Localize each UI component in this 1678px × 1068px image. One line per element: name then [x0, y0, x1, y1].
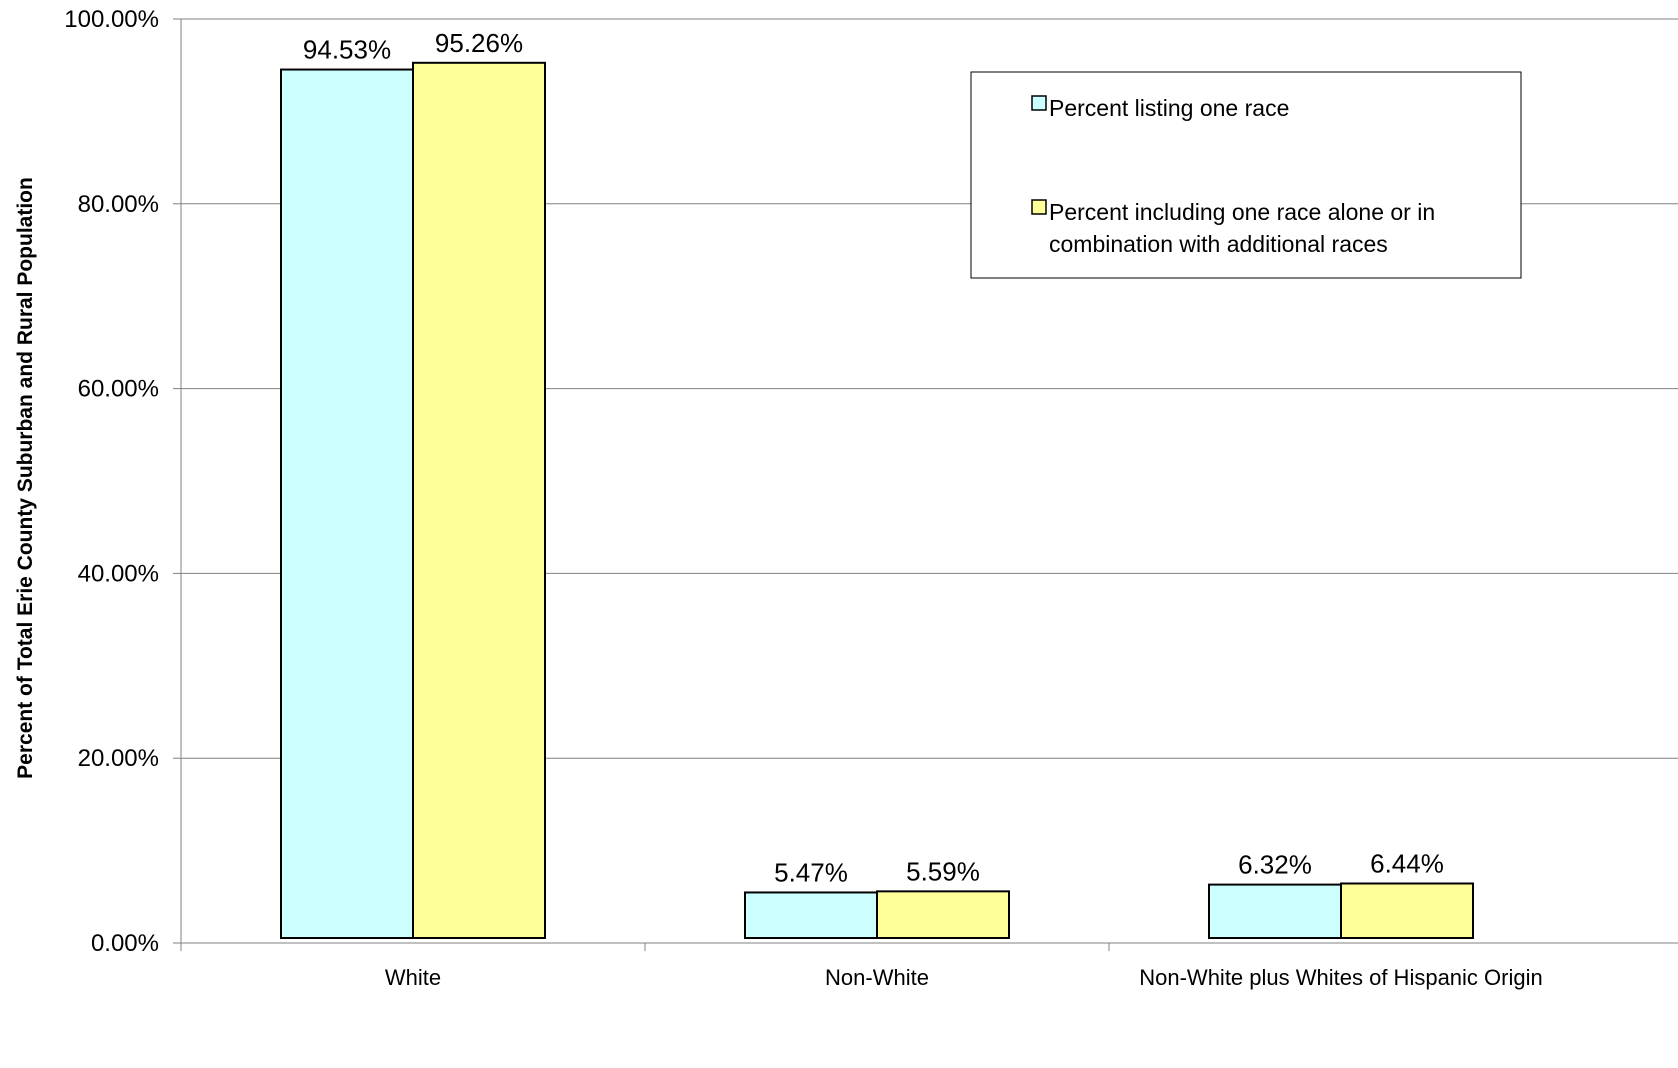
- data-label: 95.26%: [435, 28, 523, 58]
- bar-combination-1: [876, 890, 1010, 939]
- x-category-label: Non-White plus Whites of Hispanic Origin: [1139, 965, 1542, 990]
- bar-one-race-0: [280, 68, 414, 940]
- bar-one-race-1: [744, 891, 878, 940]
- bars: [280, 61, 1474, 940]
- legend-label: combination with additional races: [1049, 231, 1388, 257]
- data-label: 6.44%: [1370, 848, 1444, 878]
- data-label: 6.32%: [1238, 850, 1312, 880]
- bar-one-race-2: [1208, 883, 1342, 940]
- data-label: 94.53%: [303, 35, 391, 65]
- x-axis-labels: White Non-White Non-White plus Whites of H…: [385, 965, 1543, 990]
- data-label: 5.47%: [774, 857, 848, 887]
- y-tick-label: 100.00%: [64, 6, 159, 33]
- y-axis-ticks: 0.00% 20.00% 40.00% 60.00% 80.00% 100.00%: [64, 6, 181, 957]
- legend-box: [970, 71, 1522, 279]
- x-category-label: White: [385, 965, 441, 990]
- legend-label: Percent including one race alone or in: [1049, 199, 1435, 225]
- axes: [180, 19, 1678, 951]
- bar-combination-0: [412, 61, 546, 939]
- y-tick-label: 20.00%: [78, 745, 159, 772]
- y-axis-title: Percent of Total Erie County Suburban an…: [14, 177, 37, 779]
- x-category-label: Non-White: [825, 965, 929, 990]
- legend-swatch: [1031, 95, 1047, 111]
- bar-combination-2: [1340, 882, 1474, 939]
- data-label: 5.59%: [906, 856, 980, 886]
- legend-label: Percent listing one race: [1049, 95, 1289, 121]
- legend-swatch: [1031, 199, 1047, 215]
- y-tick-label: 60.00%: [78, 376, 159, 403]
- y-tick-label: 0.00%: [91, 930, 159, 957]
- y-tick-label: 40.00%: [78, 560, 159, 587]
- y-tick-label: 80.00%: [78, 191, 159, 218]
- data-labels: 94.53% 95.26% 5.47% 5.59% 6.32% 6.44%: [303, 28, 1444, 888]
- legend: Percent listing one race Percent includin…: [970, 71, 1522, 279]
